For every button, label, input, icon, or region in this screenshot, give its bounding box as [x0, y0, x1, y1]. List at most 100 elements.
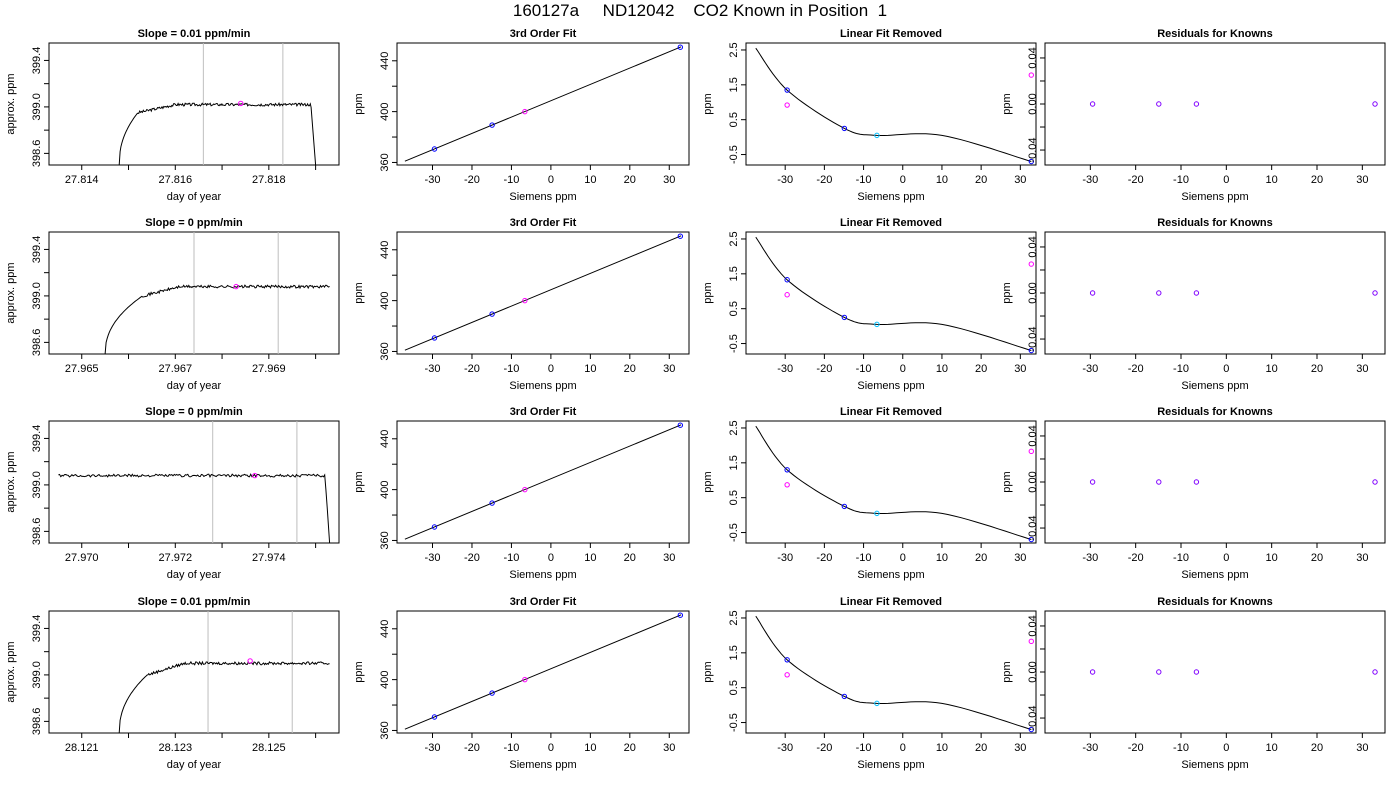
- x-tick-label: -10: [856, 742, 872, 754]
- y-axis-label: ppm: [353, 661, 365, 682]
- y-tick-label: 0.04: [1027, 615, 1039, 636]
- x-tick-label: 20: [624, 552, 636, 564]
- data-point: [874, 510, 880, 517]
- y-tick-label: 1.5: [728, 455, 740, 470]
- figure-title: 160127a ND12042 CO2 Known in Position 1: [512, 1, 888, 20]
- y-tick-label: 399.4: [31, 236, 43, 264]
- concentration-trace: [104, 284, 330, 354]
- data-point: [431, 524, 438, 530]
- data-point: [677, 422, 684, 428]
- y-tick-label: -0.04: [1027, 705, 1039, 730]
- panel-title: Residuals for Knowns: [1157, 406, 1273, 418]
- x-tick-label: 10: [584, 363, 596, 375]
- x-tick-label: 10: [1266, 363, 1278, 375]
- y-tick-label: 0.04: [1027, 425, 1039, 446]
- x-axis-label: Siemens ppm: [509, 191, 576, 203]
- x-tick-label: 30: [1014, 363, 1026, 375]
- data-point: [522, 676, 528, 683]
- x-tick-label: -30: [777, 742, 793, 754]
- x-tick-label: -10: [1173, 174, 1189, 186]
- plot-area: [404, 422, 684, 540]
- x-tick-label: 10: [584, 174, 596, 186]
- panel-r2-c4: Residuals for Knowns Siemens ppm ppm -30 -20…: [1001, 217, 1386, 392]
- y-tick-label: 2.5: [728, 610, 740, 625]
- x-tick-label: -20: [1128, 363, 1144, 375]
- panel-r3-c3: Linear Fit Removed Siemens ppm ppm -30 -20 -1…: [702, 406, 1037, 581]
- x-tick-label: 0: [900, 742, 906, 754]
- plot-area: [404, 233, 684, 351]
- x-tick-label: 27.816: [158, 174, 192, 186]
- x-axis-label: Siemens ppm: [1181, 759, 1248, 771]
- fit-line: [404, 614, 682, 730]
- x-tick-label: 0: [548, 363, 554, 375]
- y-tick-label: -0.5: [728, 523, 740, 542]
- panel-title: Slope = 0 ppm/min: [145, 217, 243, 229]
- y-tick-label: 2.5: [728, 42, 740, 57]
- plot-area: [755, 425, 1034, 543]
- y-tick-label: 2.5: [728, 420, 740, 435]
- y-tick-label: 1.5: [728, 645, 740, 660]
- data-point: [1028, 638, 1034, 645]
- x-tick-label: -20: [1128, 552, 1144, 564]
- fit-curve: [755, 236, 1032, 351]
- plot-frame: [396, 231, 690, 355]
- panel-r2-c1: Slope = 0 ppm/min day of year approx. ppm 2…: [5, 217, 340, 392]
- fit-curve: [755, 47, 1032, 162]
- x-tick-label: 30: [1356, 742, 1368, 754]
- x-tick-label: -10: [1173, 552, 1189, 564]
- y-tick-label: -0.5: [728, 334, 740, 353]
- y-tick-label: 1.5: [728, 266, 740, 281]
- panel-r2-c3: Linear Fit Removed Siemens ppm ppm -30 -20 -1…: [702, 217, 1037, 392]
- panel-title: Linear Fit Removed: [840, 28, 942, 40]
- data-point: [1089, 479, 1096, 485]
- data-point: [784, 467, 790, 473]
- data-point: [1028, 72, 1034, 78]
- plot-frame: [48, 610, 340, 734]
- data-point: [1089, 669, 1096, 675]
- plot-area: [118, 43, 317, 165]
- x-tick-label: 27.814: [65, 174, 99, 186]
- y-axis-label: ppm: [353, 282, 365, 303]
- y-tick-label: 0.00: [1027, 661, 1039, 682]
- plot-area: [1089, 479, 1378, 485]
- y-tick-label: 440: [379, 620, 391, 638]
- panel-title: Slope = 0.01 ppm/min: [138, 28, 251, 40]
- x-tick-label: 10: [936, 363, 948, 375]
- x-tick-label: 10: [936, 174, 948, 186]
- plot-frame: [745, 420, 1037, 544]
- x-tick-label: 20: [975, 742, 987, 754]
- panel-title: 3rd Order Fit: [510, 28, 577, 40]
- x-tick-label: -20: [464, 552, 480, 564]
- plot-frame: [396, 42, 690, 166]
- data-point: [489, 122, 495, 128]
- x-tick-label: 30: [663, 363, 675, 375]
- panel-title: Linear Fit Removed: [840, 217, 942, 229]
- x-tick-label: -30: [425, 363, 441, 375]
- y-tick-label: 0.00: [1027, 282, 1039, 303]
- y-tick-label: 440: [379, 52, 391, 70]
- x-tick-label: -30: [1082, 363, 1098, 375]
- x-tick-label: -20: [464, 174, 480, 186]
- data-point: [252, 472, 258, 479]
- x-tick-label: 20: [1311, 363, 1323, 375]
- y-tick-label: 400: [379, 670, 391, 688]
- x-axis-label: Siemens ppm: [509, 380, 576, 392]
- x-tick-label: -10: [1173, 363, 1189, 375]
- x-axis-label: day of year: [167, 569, 222, 581]
- y-axis-label: ppm: [702, 471, 714, 492]
- data-point: [1156, 479, 1162, 485]
- x-axis-label: day of year: [167, 759, 222, 771]
- plot-frame: [1044, 610, 1386, 734]
- x-tick-label: 10: [1266, 174, 1278, 186]
- data-point: [784, 672, 790, 678]
- data-point: [431, 335, 438, 341]
- panel-r4-c1: Slope = 0.01 ppm/min day of year approx. p…: [5, 596, 340, 771]
- y-tick-label: 360: [379, 531, 391, 549]
- y-axis-label: ppm: [353, 93, 365, 114]
- data-point: [784, 87, 790, 93]
- x-tick-label: 10: [936, 742, 948, 754]
- data-point: [1372, 101, 1378, 107]
- x-tick-label: 30: [1014, 742, 1026, 754]
- panel-r4-c2: 3rd Order Fit Siemens ppm ppm -30 -20 -10 0 10 2…: [353, 596, 690, 771]
